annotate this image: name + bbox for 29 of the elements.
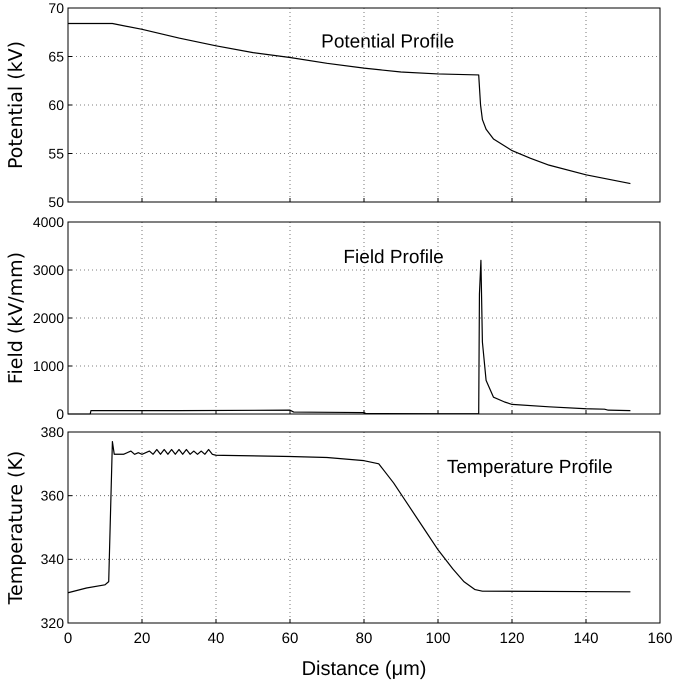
y-axis-title: Field (kV/mm)	[5, 252, 27, 384]
y-axis-title: Potential (kV)	[5, 40, 27, 170]
y-tick-label: 3000	[32, 262, 64, 278]
y-tick-label: 1000	[32, 358, 64, 374]
y-tick-label: 340	[40, 551, 64, 568]
y-tick-label: 320	[40, 614, 64, 631]
text: Field Profile	[343, 247, 444, 268]
text: Potential Profile	[321, 32, 454, 53]
x-tick-label: 160	[647, 630, 673, 647]
x-tick-label: 60	[282, 630, 298, 647]
y-tick-label: 360	[40, 488, 64, 504]
y-tick-label: 70	[48, 0, 64, 16]
y-axis-title: Temperature (K)	[5, 450, 27, 606]
y-tick-label: 380	[40, 424, 64, 440]
x-tick-label: 120	[499, 630, 525, 647]
x-tick-label: 80	[356, 630, 372, 647]
x-tick-label: 140	[573, 630, 599, 647]
x-axis-title: Distance (μm)	[302, 658, 426, 680]
x-tick-label: 100	[425, 630, 451, 647]
y-tick-label: 2000	[32, 310, 64, 326]
x-tick-label: 40	[208, 630, 224, 647]
y-tick-label: 60	[48, 96, 64, 113]
y-tick-label: 65	[48, 48, 64, 64]
y-tick-label: 50	[48, 194, 64, 210]
y-tick-label: 55	[48, 145, 64, 162]
text: Temperature Profile	[446, 457, 613, 478]
x-tick-label: 20	[134, 630, 150, 647]
y-tick-label: 4000	[32, 214, 64, 230]
y-tick-label: 0	[56, 406, 64, 422]
